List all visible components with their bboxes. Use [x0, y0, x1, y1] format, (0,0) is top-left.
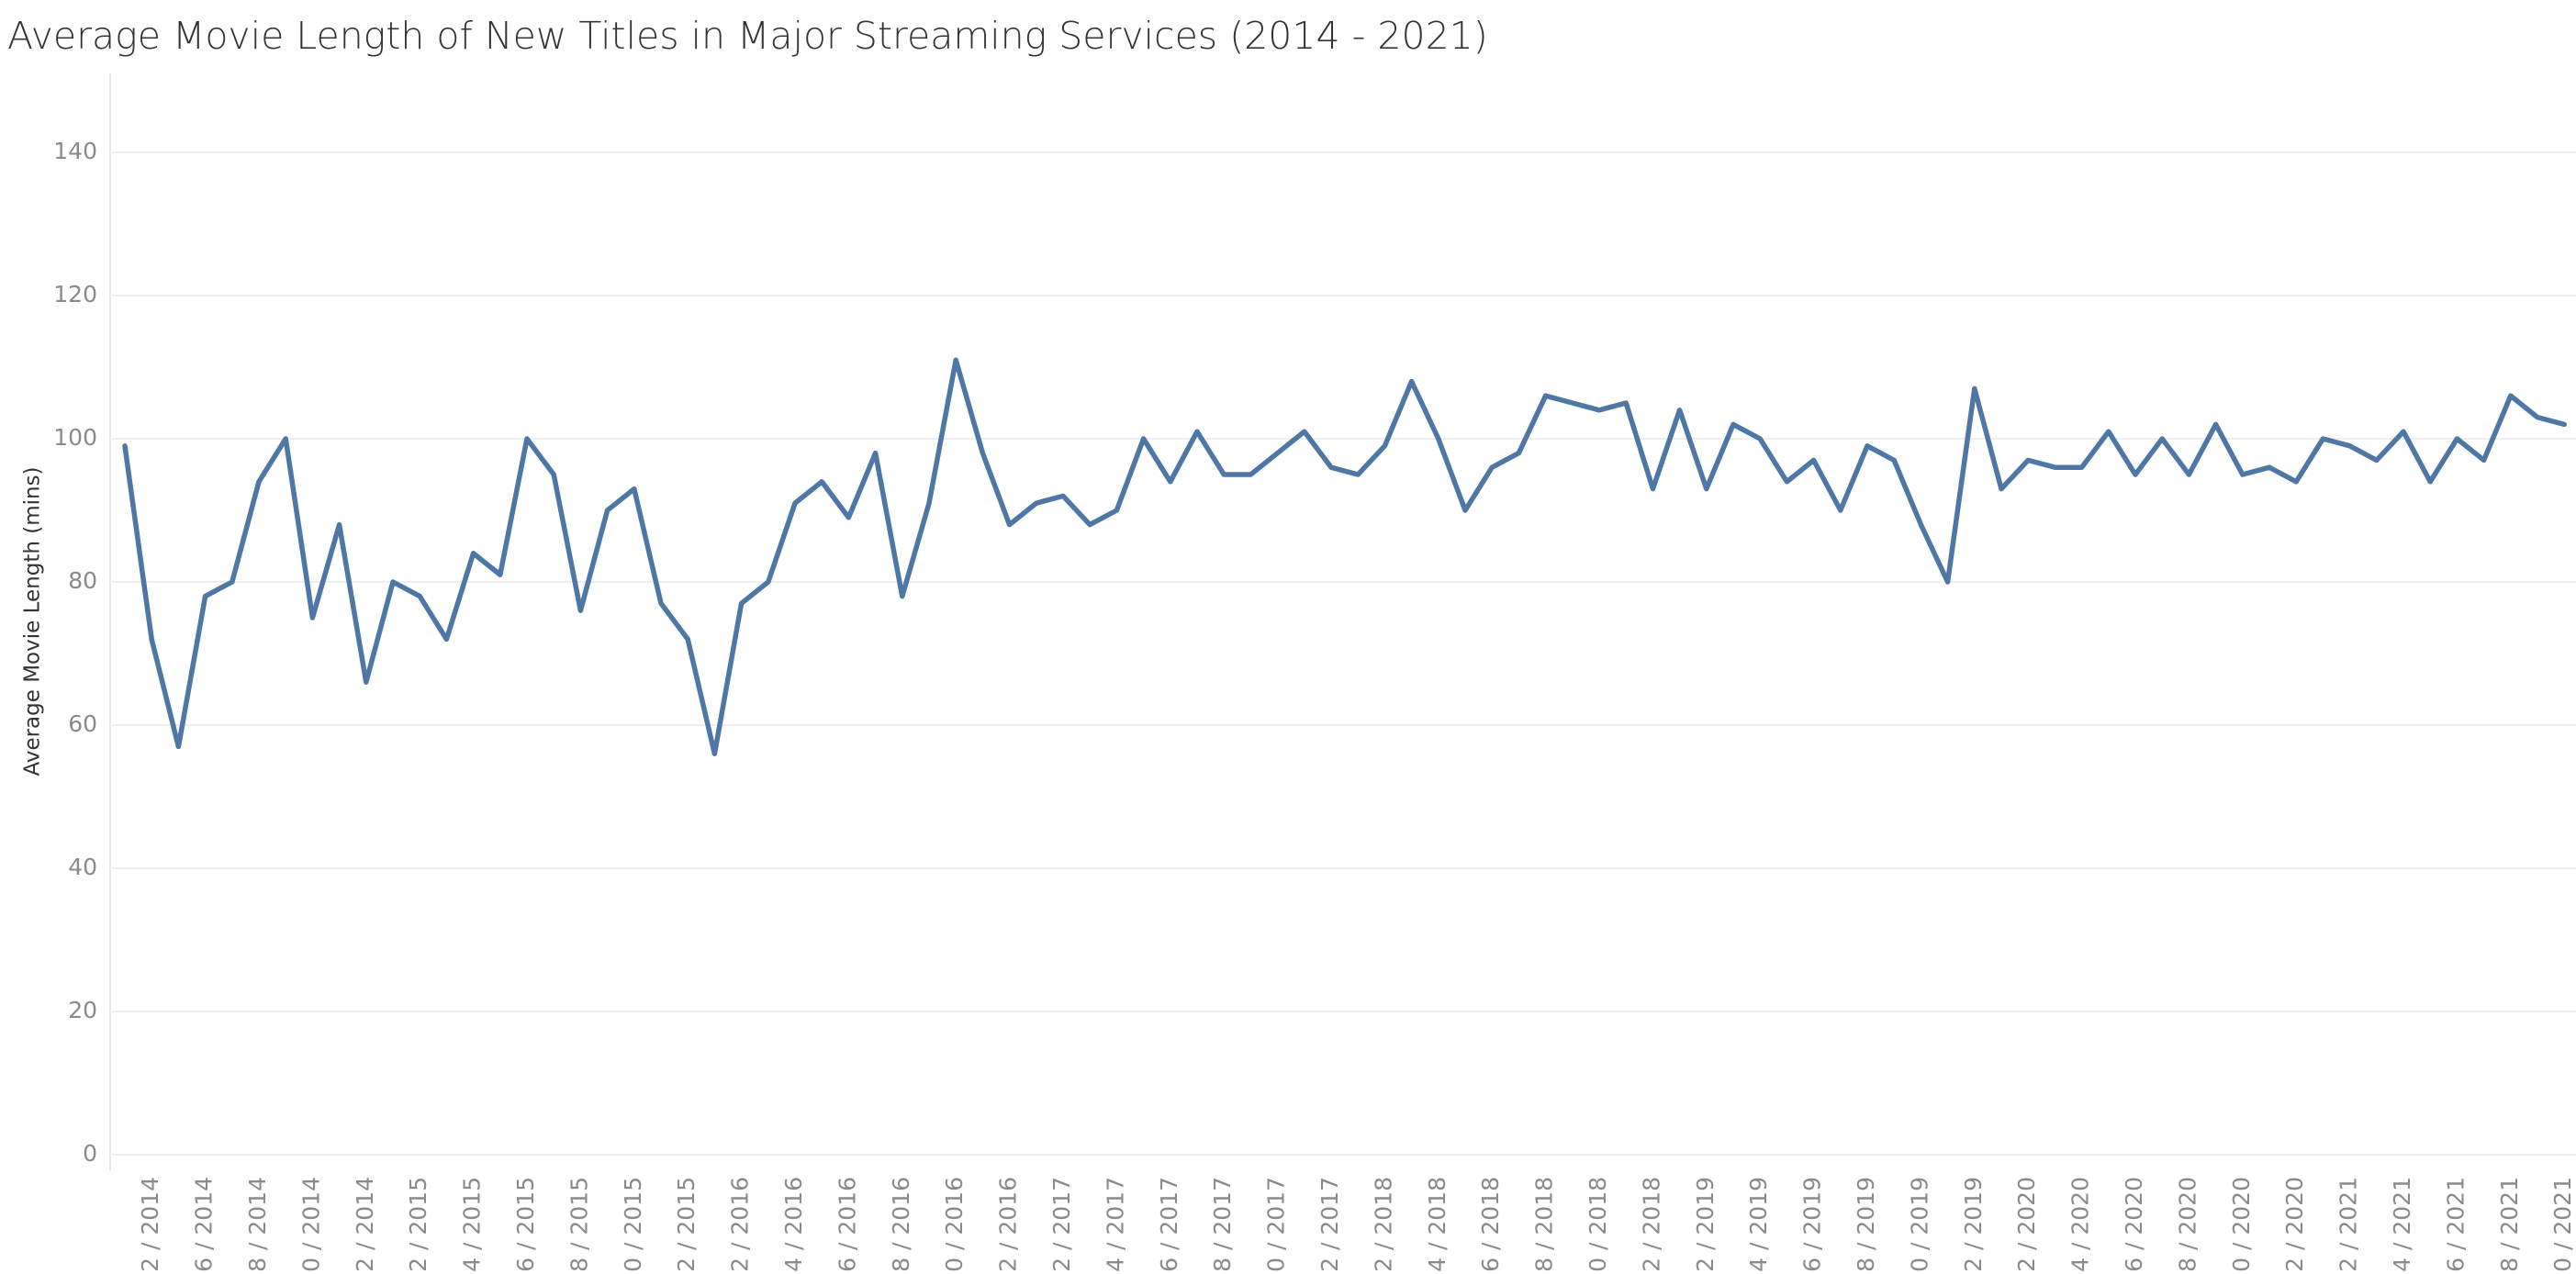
x-tick-label: 2 / 2018	[1370, 1177, 1396, 1272]
x-tick-label: 8 / 2017	[1209, 1177, 1236, 1272]
x-tick-label: 10 / 2018	[1585, 1177, 1611, 1274]
x-tick-label: 8 / 2016	[888, 1177, 914, 1272]
x-tick-label: 10 / 2014	[297, 1177, 324, 1274]
x-tick-label: 4 / 2020	[2067, 1177, 2094, 1272]
x-tick-label: 6 / 2019	[1799, 1177, 1826, 1272]
x-tick-label: 2 / 2014	[137, 1177, 163, 1272]
x-tick-label: 8 / 2019	[1853, 1177, 1879, 1272]
x-tick-label: 12 / 2017	[1316, 1177, 1343, 1274]
chart-title: Average Movie Length of New Titles in Ma…	[7, 14, 1488, 58]
x-tick-label: 6 / 2015	[512, 1177, 539, 1272]
x-tick-label: 2 / 2017	[1048, 1177, 1075, 1272]
x-tick-label: 12 / 2019	[1960, 1177, 1987, 1274]
x-tick-label: 2 / 2019	[1692, 1177, 1719, 1272]
x-tick-label: 2 / 2020	[2013, 1177, 2040, 1272]
x-tick-label: 4 / 2016	[780, 1177, 807, 1272]
x-tick-label: 12 / 2015	[673, 1177, 700, 1274]
x-tick-label: 10 / 2019	[1906, 1177, 1932, 1274]
x-tick-label: 12 / 2018	[1638, 1177, 1664, 1274]
x-tick-label: 2 / 2016	[727, 1177, 754, 1272]
x-tick-label: 6 / 2021	[2442, 1177, 2469, 1272]
y-axis-title: Average Movie Length (mins)	[21, 466, 45, 776]
y-tick-label: 100	[53, 424, 97, 451]
y-tick-label: 40	[68, 854, 97, 880]
y-tick-label: 0	[83, 1140, 97, 1167]
x-tick-label: 10 / 2020	[2228, 1177, 2255, 1274]
x-tick-label: 12 / 2020	[2281, 1177, 2308, 1274]
y-tick-label: 20	[68, 997, 97, 1023]
x-tick-label: 8 / 2018	[1531, 1177, 1558, 1272]
x-tick-label: 4 / 2018	[1424, 1177, 1450, 1272]
x-tick-label: 10 / 2015	[620, 1177, 646, 1274]
x-tick-label: 8 / 2020	[2174, 1177, 2201, 1272]
x-tick-label: 4 / 2019	[1745, 1177, 1772, 1272]
x-tick-label: 10 / 2017	[1263, 1177, 1290, 1274]
x-tick-label: 10 / 2021	[2549, 1177, 2576, 1274]
x-tick-label: 8 / 2021	[2496, 1177, 2523, 1272]
x-tick-label: 12 / 2014	[352, 1177, 378, 1274]
x-tick-label: 8 / 2014	[244, 1177, 271, 1272]
x-tick-label: 4 / 2021	[2389, 1177, 2415, 1272]
x-tick-label: 6 / 2014	[191, 1177, 218, 1272]
x-tick-label: 6 / 2017	[1156, 1177, 1182, 1272]
y-tick-label: 60	[68, 710, 97, 737]
y-tick-label: 120	[53, 281, 97, 307]
y-tick-label: 80	[68, 567, 97, 594]
x-tick-label: 12 / 2016	[995, 1177, 1022, 1274]
x-tick-label: 2 / 2015	[405, 1177, 431, 1272]
x-tick-label: 8 / 2015	[566, 1177, 592, 1272]
x-tick-label: 6 / 2016	[834, 1177, 860, 1272]
data-line	[122, 357, 2567, 756]
x-tick-label: 4 / 2015	[459, 1177, 486, 1272]
x-tick-label: 6 / 2018	[1477, 1177, 1504, 1272]
x-tick-label: 4 / 2017	[1102, 1177, 1128, 1272]
x-tick-label: 6 / 2020	[2121, 1177, 2147, 1272]
y-tick-label: 140	[53, 138, 97, 164]
x-tick-label: 10 / 2016	[941, 1177, 968, 1274]
x-tick-label: 2 / 2021	[2335, 1177, 2362, 1272]
